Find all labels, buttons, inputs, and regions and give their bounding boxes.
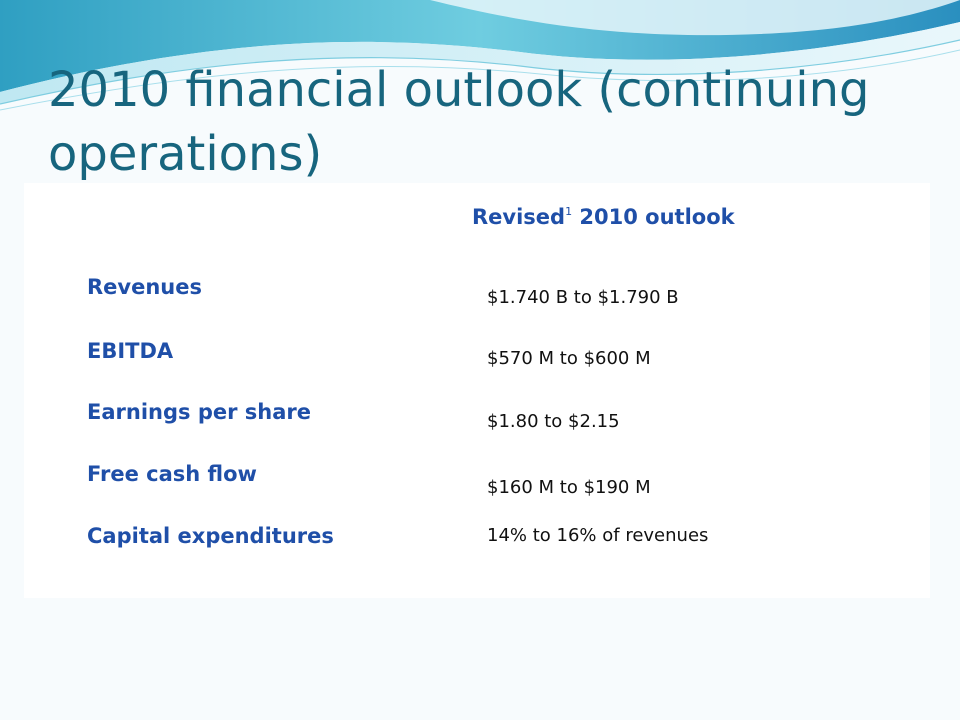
column-header-suffix: 2010 outlook: [572, 205, 735, 229]
row-value-capex: 14% to 16% of revenues: [487, 525, 709, 546]
row-value-revenues: $1.740 B to $1.790 B: [487, 287, 679, 308]
row-label-capex: Capital expenditures: [87, 524, 334, 548]
column-header: Revised1 2010 outlook: [472, 205, 735, 229]
row-value-free-cash-flow: $160 M to $190 M: [487, 477, 651, 498]
slide-title: 2010 financial outlook (continuing opera…: [48, 62, 870, 182]
row-label-ebitda: EBITDA: [87, 339, 174, 363]
row-value-ebitda: $570 M to $600 M: [487, 348, 651, 369]
footnote-marker: 1: [565, 205, 573, 218]
row-label-free-cash-flow: Free cash flow: [87, 462, 257, 486]
decorative-wave-header: [0, 0, 960, 111]
outlook-table: Revised1 2010 outlook Revenues $1.740 B …: [24, 183, 930, 598]
row-label-revenues: Revenues: [87, 275, 202, 299]
row-label-eps: Earnings per share: [87, 400, 311, 424]
row-value-eps: $1.80 to $2.15: [487, 411, 620, 432]
column-header-text: Revised: [472, 205, 566, 229]
